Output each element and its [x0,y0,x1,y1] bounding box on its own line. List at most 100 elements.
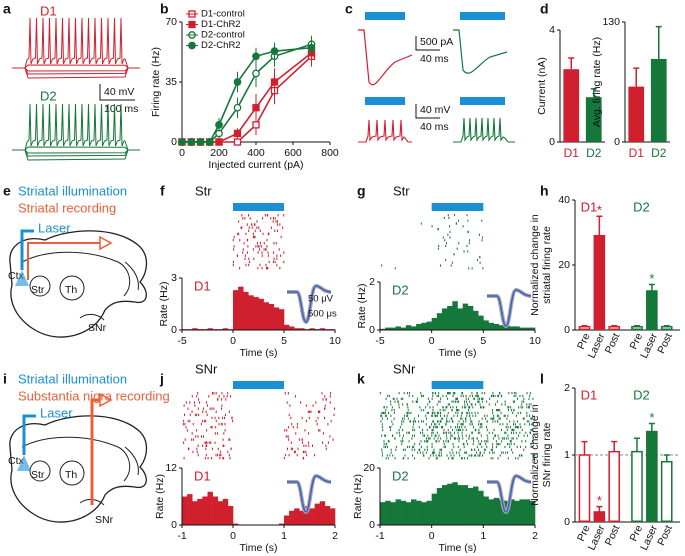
histogram-bar [411,326,417,330]
laser-light [15,270,29,286]
histogram-bar [187,494,193,525]
x-tick-label: -5 [375,335,384,347]
y-tick-label: 2 [564,382,570,394]
y-axis-label: Normalized change in [529,214,541,316]
panel-label: l [540,371,544,387]
histogram-bar [227,506,234,525]
histogram-bar [478,315,484,330]
histogram-bar [207,328,213,330]
histogram-bar [385,327,391,330]
bar [593,511,606,523]
amplifier [99,235,113,251]
y-tick-label: 0 [614,136,620,148]
cell-label: D1 [40,3,57,18]
significance: * [597,493,602,508]
y-tick-label: 0 [369,519,375,531]
trace [12,103,140,151]
y-axis-label: Avg. firing rate (Hz) [591,37,603,127]
chart-title: Str [393,183,410,198]
y-tick-label: 0 [564,516,570,528]
histogram-bar [309,328,315,330]
histogram-bar [529,327,536,330]
histogram-bar [473,486,479,525]
histogram-bar [222,328,229,330]
y-axis-label: Rate (Hz) [352,474,364,519]
scale-label: 40 mV [104,86,134,98]
y-tick-label: 0 [171,324,177,336]
x-tick-label: 5 [281,335,287,347]
bar [646,430,658,522]
y-tick-label: 20 [363,462,375,474]
y-axis-label: Rate (Hz) [356,284,368,329]
bar [608,450,621,522]
histogram-bar [478,490,484,525]
histogram-bar [207,491,213,525]
bar [650,58,667,142]
x-axis-label: Injected current (pA) [208,159,303,171]
x-tick-label: -1 [375,530,384,542]
panel-label: a [3,1,11,17]
histogram-bar [498,325,505,330]
x-tick-label: 400 [247,147,265,159]
histogram-bar [431,493,438,525]
panel-label: h [540,183,549,199]
x-tick-label: Post [603,331,623,355]
brain-line [21,251,139,297]
waveform [287,475,332,513]
x-tick-label: Post [655,523,675,547]
histogram-bar [457,485,463,525]
x-tick-label: D2 [586,146,602,160]
marker [196,138,205,146]
histogram-bar [380,502,386,525]
marker [233,103,242,112]
trace [12,146,140,151]
series-line [182,46,312,143]
histogram-bar [436,313,443,330]
histogram-bar [268,304,275,330]
y-axis-label: Normalized change in [529,404,541,506]
histogram-bar [467,306,474,330]
y-tick-label: 3 [171,272,177,284]
histogram-bar [519,327,525,330]
region [59,275,85,301]
histogram-bar [421,322,427,330]
histogram-bar [509,326,515,330]
y-tick-label: 35 [165,76,177,88]
series-line [182,43,312,143]
histogram-bar [390,502,396,525]
bar [585,97,602,142]
series-line [182,52,312,143]
histogram-bar [253,297,259,330]
histogram-bar [263,302,269,330]
histogram-bar [488,322,494,330]
histogram-bar [314,503,320,525]
x-tick-label: Post [655,331,675,355]
scale-label: 500 pA [420,36,453,48]
histogram-bar [405,502,412,525]
histogram-bar [488,499,494,525]
histogram-bar [529,500,536,525]
histogram-bar [212,496,218,525]
bar [660,460,673,523]
panel-label: i [3,371,7,387]
trace [12,17,140,69]
brain-outline [9,230,148,338]
histogram-bar [273,307,280,330]
trace [453,117,515,143]
x-tick-label: 10 [529,335,541,347]
x-tick-label: 1 [480,530,486,542]
histogram-bar [519,499,525,525]
chart-title: SNr [393,361,416,376]
x-tick-label: 5 [480,335,486,347]
region [79,313,105,321]
y-axis-label: striatal firing rate [541,226,553,304]
panel-label: k [357,371,365,387]
y-axis-label: Rate (Hz) [154,474,166,519]
histogram-bar [197,498,203,525]
histogram-bar [233,523,239,525]
histogram-bar [447,306,453,330]
x-tick-label: 2 [532,530,538,542]
electrode [27,242,100,280]
x-axis-label: Time (s) [438,347,476,359]
histogram-bar [514,326,520,330]
